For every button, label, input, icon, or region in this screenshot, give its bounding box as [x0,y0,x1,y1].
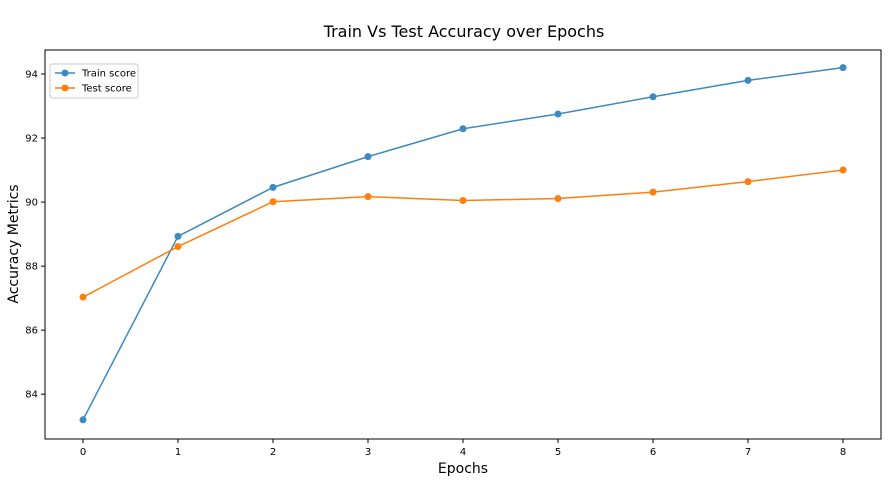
chart-title: Train Vs Test Accuracy over Epochs [323,22,605,41]
data-point-train [79,416,87,424]
legend-label: Train score [81,69,136,80]
data-point-train [364,153,372,161]
data-point-test [744,178,752,186]
x-tick-label: 1 [175,447,181,458]
x-tick-label: 2 [270,447,276,458]
x-tick-label: 4 [460,447,466,458]
data-point-train [174,232,182,240]
series-line-train [82,66,844,421]
data-point-train [744,76,752,84]
data-point-train [269,183,277,191]
data-point-train [459,125,467,133]
x-tick-label: 8 [840,447,846,458]
y-tick-label: 86 [25,326,38,337]
legend-label: Test score [81,84,132,95]
legend-swatch-marker [61,69,69,77]
y-tick-label: 94 [25,70,38,81]
y-axis: 84 86 88 90 92 94 [25,70,45,401]
data-point-train [839,64,847,72]
data-point-test [364,193,372,201]
series-line-test [82,169,844,298]
y-tick-label: 92 [25,134,38,145]
x-axis: 0 1 2 3 4 5 6 7 8 [80,439,846,458]
x-axis-label: Epochs [438,461,488,477]
x-tick-label: 5 [555,447,561,458]
x-tick-label: 0 [80,447,86,458]
data-point-test [459,196,467,204]
data-point-test [269,198,277,206]
y-tick-label: 88 [25,262,38,273]
data-point-train [649,93,657,101]
plot-area [44,49,882,440]
series-layer [79,64,847,424]
data-point-train [554,110,562,118]
y-tick-label: 84 [25,390,38,401]
legend-swatch-marker [61,84,69,92]
y-axis-label: Accuracy Metrics [6,184,22,303]
x-tick-label: 3 [365,447,371,458]
data-point-test [554,195,562,203]
legend: Train score Test score [49,63,139,99]
data-point-test [839,166,847,174]
x-tick-label: 7 [745,447,751,458]
data-point-test [174,243,182,251]
x-tick-label: 6 [650,447,656,458]
data-point-test [649,188,657,196]
y-tick-label: 90 [25,198,38,209]
data-point-test [79,293,87,301]
